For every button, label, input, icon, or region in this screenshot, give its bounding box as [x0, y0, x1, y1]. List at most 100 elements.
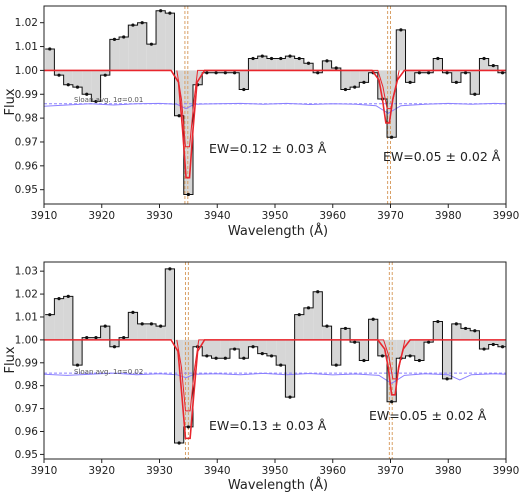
deviation-fill: [350, 70, 360, 88]
spectrum-point: [57, 297, 61, 301]
y-tick-label: 0.95: [15, 184, 38, 196]
deviation-fill: [45, 48, 55, 71]
deviation-fill: [470, 330, 480, 340]
spectrum-point: [232, 347, 237, 351]
spectrum-point: [353, 85, 357, 89]
deviation-fill: [451, 323, 461, 340]
spectrum-point: [288, 395, 292, 399]
spectrum-point: [159, 9, 163, 13]
y-tick-label: 1.01: [15, 41, 38, 53]
spectrum-point: [131, 310, 135, 314]
spectrum-point: [94, 335, 98, 340]
y-tick-label: 0.96: [15, 160, 39, 172]
deviation-fill: [128, 25, 138, 71]
deviation-fill: [331, 339, 341, 366]
model-fit-inner-line: [176, 339, 406, 412]
deviation-fill: [137, 323, 147, 340]
spectrum-point: [205, 71, 209, 75]
spectrum-point: [417, 71, 421, 75]
spectrum-point: [500, 71, 505, 75]
spectrum-point: [408, 80, 412, 84]
spectrum-point: [260, 54, 264, 58]
x-tick-label: 3980: [435, 465, 462, 477]
spectrum-point: [214, 71, 218, 75]
x-tick-label: 3990: [493, 465, 520, 477]
y-tick-label: 1.03: [15, 266, 38, 278]
spectrum-point: [85, 335, 89, 340]
x-tick-label: 3910: [31, 210, 58, 222]
spectrum-point: [122, 35, 126, 39]
spectrum-point: [482, 56, 486, 61]
y-tick-label: 0.97: [15, 136, 38, 148]
deviation-fill: [211, 339, 221, 359]
deviation-fill: [442, 339, 452, 379]
spectrum-point: [168, 11, 172, 15]
deviation-fill: [183, 70, 193, 195]
deviation-fill: [63, 70, 73, 85]
spectrum-point: [251, 56, 255, 61]
deviation-fill: [340, 70, 351, 90]
spectrum-point: [343, 87, 348, 92]
spectrum-point: [149, 42, 154, 46]
deviation-fill: [100, 326, 110, 340]
deviation-fill: [257, 56, 267, 71]
ew-annotation-k-top: EW=0.12 ± 0.03 Å: [209, 141, 327, 156]
ew-annotation-h-top: EW=0.05 ± 0.02 Å: [383, 149, 501, 164]
deviation-fill: [322, 60, 332, 71]
y-tick-label: 0.97: [15, 403, 38, 415]
x-tick-label: 3960: [319, 210, 346, 222]
spectrum-point: [473, 329, 477, 333]
spectrum-point: [48, 47, 52, 51]
ew-annotation-k-bottom: EW=0.13 ± 0.03 Å: [209, 418, 327, 433]
spectrum-point: [325, 59, 329, 63]
y-tick-label: 0.95: [15, 449, 38, 461]
y-tick-label: 0.99: [15, 89, 38, 101]
x-tick-label: 3950: [262, 210, 289, 222]
spectrum-step-line: [45, 268, 506, 444]
deviation-fill: [72, 70, 83, 88]
deviation-fill: [192, 70, 203, 85]
spectrum-point: [316, 290, 320, 294]
sigma-curve: [44, 372, 506, 384]
x-tick-label: 3970: [377, 465, 404, 477]
deviation-fill: [137, 22, 147, 71]
spectrum-point: [269, 56, 274, 61]
deviation-fill: [414, 339, 424, 361]
deviation-fill: [248, 58, 258, 71]
spectrum-point: [325, 324, 329, 328]
spectrum-point: [362, 358, 366, 363]
spectrum-point: [112, 37, 117, 41]
spectrum-point: [279, 363, 283, 367]
spectrum-point: [232, 71, 237, 75]
spectrum-point: [149, 322, 154, 326]
y-tick-label: 1.00: [15, 334, 38, 346]
x-tick-label: 3920: [88, 465, 115, 477]
spectrum-point: [408, 354, 412, 358]
deviation-fill: [266, 58, 277, 71]
deviation-fill: [479, 339, 489, 350]
y-tick-label: 0.98: [15, 380, 38, 392]
deviation-fill: [405, 70, 415, 83]
deviation-fill: [396, 29, 406, 71]
deviation-fill: [368, 319, 378, 340]
deviation-fill: [396, 339, 406, 359]
deviation-fill: [82, 70, 92, 95]
deviation-fill: [192, 339, 203, 347]
deviation-fill: [91, 70, 101, 102]
y-axis-label-bottom: Flux: [3, 346, 18, 373]
deviation-fill: [313, 291, 323, 340]
spectrum-point: [279, 56, 283, 61]
deviation-fill: [109, 339, 120, 347]
plot-area-top: 3910 3920 3930 3940 3950 3960 3970 3980 3990 0.95…: [15, 5, 519, 222]
deviation-fill: [294, 58, 304, 71]
spectrum-point: [140, 322, 144, 326]
y-tick-label: 1.02: [15, 17, 38, 29]
x-tick-label: 3920: [88, 210, 115, 222]
deviation-fill: [266, 339, 277, 356]
deviation-fill: [470, 70, 480, 95]
deviation-fill: [340, 328, 351, 340]
deviation-fill: [45, 314, 55, 340]
deviation-fill: [229, 339, 240, 350]
spectrum-point: [436, 319, 440, 324]
spectrum-point: [251, 345, 255, 349]
